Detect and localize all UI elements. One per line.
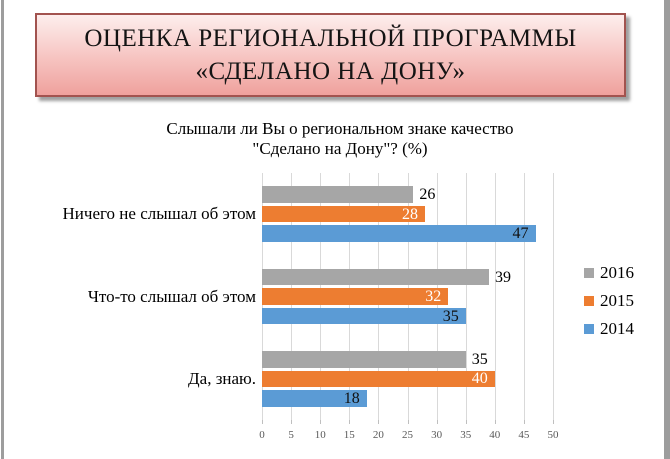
legend-label: 2014 (600, 319, 634, 338)
bar-2016-category-1 (262, 268, 489, 286)
x-axis-tick-label: 35 (460, 429, 472, 441)
slide-title-line2: «СДЕЛАНО НА ДОНУ» (195, 58, 466, 85)
x-axis-tick-label: 45 (518, 429, 530, 441)
x-axis-tick-label: 10 (314, 429, 326, 441)
x-axis-tick-label: 40 (489, 429, 501, 441)
x-axis-tick-label: 20 (372, 429, 384, 441)
bar-value-label: 35 (442, 307, 459, 325)
x-axis-tick (436, 420, 438, 424)
x-axis-tick-label: 50 (547, 429, 559, 441)
gridline (523, 173, 525, 420)
bar-2014-category-2 (262, 390, 367, 407)
bar-2016-category-0 (262, 186, 414, 203)
gridline (494, 173, 496, 420)
bar-value-label: 28 (401, 205, 418, 223)
bar-2015-category-1 (262, 288, 449, 305)
category-label: Ничего не слышал об этом (62, 204, 256, 224)
chart-title-line2: "Сделано на Дону"? (%) (252, 139, 428, 158)
slide-right-edge (664, 0, 670, 459)
slide-left-edge (1, 0, 4, 459)
slide-title-line1: ОЦЕНКА РЕГИОНАЛЬНОЙ ПРОГРАММЫ (84, 25, 577, 52)
legend-item-2014: 2014 (584, 318, 634, 339)
legend-label: 2015 (600, 291, 634, 310)
x-axis-tick (465, 420, 467, 424)
x-axis-tick (291, 420, 293, 424)
bar-value-label: 40 (471, 370, 488, 388)
x-axis-tick (523, 420, 525, 424)
legend-item-2016: 2016 (584, 262, 634, 283)
bar-2014-category-1 (262, 307, 466, 325)
x-axis-tick-label: 5 (288, 429, 294, 441)
x-axis-tick-label: 0 (259, 429, 265, 441)
bar-value-label: 32 (425, 288, 442, 305)
chart-legend: 2016 2015 2014 (584, 262, 634, 346)
x-axis-tick (262, 420, 263, 424)
x-axis-tick (349, 420, 351, 424)
bar-2015-category-0 (262, 205, 425, 223)
legend-item-2015: 2015 (584, 290, 634, 311)
category-label: Да, знаю. (188, 368, 256, 388)
x-axis-tick (378, 420, 380, 424)
x-axis-tick (407, 420, 409, 424)
legend-swatch-icon (584, 267, 594, 278)
bar-value-label: 18 (343, 389, 360, 407)
x-axis-tick-label: 25 (402, 429, 413, 441)
chart-title-line1: Слышали ли Вы о региональном знаке качес… (166, 119, 514, 138)
gridline (465, 173, 467, 420)
x-axis-tick (553, 420, 554, 424)
slide-title-banner: ОЦЕНКА РЕГИОНАЛЬНОЙ ПРОГРАММЫ «СДЕЛАНО Н… (35, 13, 626, 97)
bar-2015-category-2 (262, 370, 495, 388)
bar-2016-category-2 (262, 351, 466, 368)
bar-value-label: 39 (494, 268, 511, 286)
bar-value-label: 47 (512, 225, 529, 243)
legend-swatch-icon (584, 295, 594, 306)
x-axis-tick-label: 30 (431, 429, 443, 441)
bar-value-label: 26 (419, 186, 436, 204)
legend-swatch-icon (584, 323, 594, 334)
x-axis-tick (494, 420, 496, 424)
bar-2014-category-0 (262, 225, 536, 242)
chart-title: Слышали ли Вы о региональном знаке качес… (85, 119, 595, 159)
bar-value-label: 35 (471, 350, 488, 368)
gridline (553, 173, 554, 420)
legend-label: 2016 (600, 263, 634, 282)
x-axis-tick (320, 420, 322, 424)
x-axis-tick-label: 15 (343, 429, 355, 441)
category-label: Что-то слышал об этом (87, 286, 256, 306)
